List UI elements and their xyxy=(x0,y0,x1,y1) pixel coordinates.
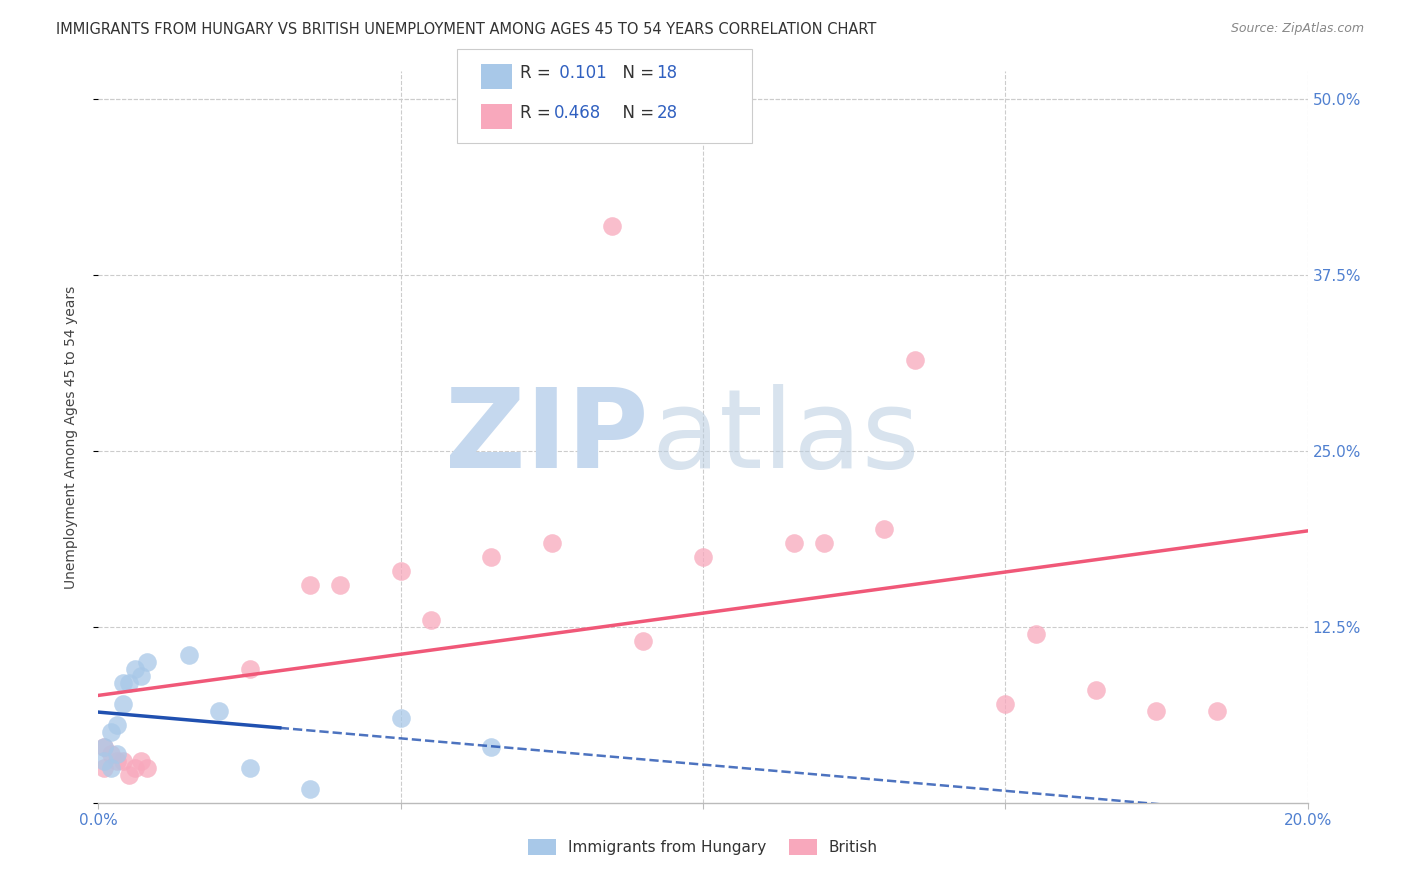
Point xyxy=(481,549,503,564)
Point xyxy=(481,739,503,754)
Legend: Immigrants from Hungary, British: Immigrants from Hungary, British xyxy=(522,833,884,861)
Point xyxy=(100,761,122,775)
Point xyxy=(1024,627,1046,641)
Point xyxy=(783,535,806,549)
Text: R =: R = xyxy=(520,104,557,122)
Point xyxy=(602,219,624,233)
Text: 28: 28 xyxy=(657,104,678,122)
Point xyxy=(904,352,927,367)
Point xyxy=(389,564,412,578)
Point xyxy=(299,578,322,592)
Point xyxy=(111,754,134,768)
Point xyxy=(124,662,146,676)
Text: IMMIGRANTS FROM HUNGARY VS BRITISH UNEMPLOYMENT AMONG AGES 45 TO 54 YEARS CORREL: IMMIGRANTS FROM HUNGARY VS BRITISH UNEMP… xyxy=(56,22,876,37)
Text: N =: N = xyxy=(612,104,659,122)
Point xyxy=(1144,705,1167,719)
Point xyxy=(135,761,157,775)
Point xyxy=(129,669,152,683)
Point xyxy=(239,662,262,676)
Point xyxy=(93,739,115,754)
Point xyxy=(93,739,115,754)
Point xyxy=(111,676,134,690)
Point xyxy=(873,521,896,535)
Point xyxy=(299,781,322,796)
Point xyxy=(420,613,443,627)
Point xyxy=(100,747,122,761)
Point xyxy=(118,767,141,781)
Text: Source: ZipAtlas.com: Source: ZipAtlas.com xyxy=(1230,22,1364,36)
Point xyxy=(100,725,122,739)
Y-axis label: Unemployment Among Ages 45 to 54 years: Unemployment Among Ages 45 to 54 years xyxy=(63,285,77,589)
Text: N =: N = xyxy=(612,64,659,82)
Point xyxy=(692,549,714,564)
Text: 0.101: 0.101 xyxy=(554,64,607,82)
Point xyxy=(93,754,115,768)
Text: 18: 18 xyxy=(657,64,678,82)
Text: 0.468: 0.468 xyxy=(554,104,602,122)
Point xyxy=(93,761,115,775)
Point xyxy=(540,535,562,549)
Point xyxy=(1085,683,1108,698)
Point xyxy=(1206,705,1229,719)
Point xyxy=(389,711,412,725)
Text: R =: R = xyxy=(520,64,557,82)
Point xyxy=(208,705,231,719)
Point xyxy=(135,655,157,669)
Point xyxy=(239,761,262,775)
Point xyxy=(994,698,1017,712)
Point xyxy=(129,754,152,768)
Text: ZIP: ZIP xyxy=(446,384,648,491)
Point xyxy=(105,747,128,761)
Point xyxy=(105,754,128,768)
Point xyxy=(124,761,146,775)
Point xyxy=(111,698,134,712)
Point xyxy=(118,676,141,690)
Text: atlas: atlas xyxy=(651,384,920,491)
Point xyxy=(179,648,201,662)
Point xyxy=(329,578,352,592)
Point xyxy=(105,718,128,732)
Point xyxy=(813,535,835,549)
Point xyxy=(631,634,654,648)
